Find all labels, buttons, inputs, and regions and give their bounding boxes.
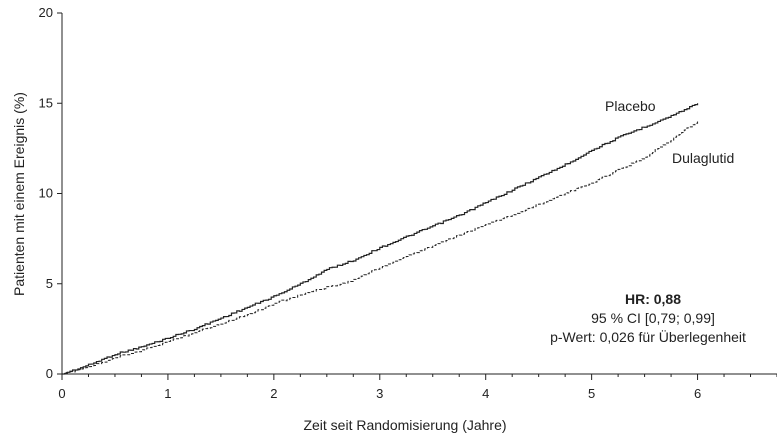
y-tick-label: 15 [39,95,53,110]
series-line-dulaglutid [62,121,699,375]
dulaglutid-series-label: Dulaglutid [672,150,734,166]
series-layer [62,103,699,375]
axes: 0 5 10 15 20 0 1 2 3 4 5 6 [39,5,777,401]
confidence-interval-annotation: 95 % CI [0,79; 0,99] [591,310,715,326]
x-tick-label: 0 [58,386,65,401]
x-tick-label: 5 [588,386,595,401]
y-tick-label: 0 [46,366,53,381]
x-tick-label: 3 [376,386,383,401]
x-tick-label: 2 [270,386,277,401]
hazard-ratio-annotation: HR: 0,88 [625,291,681,307]
y-tick-label: 10 [39,186,53,201]
p-value-annotation: p-Wert: 0,026 für Überlegenheit [550,328,746,345]
y-tick-label: 5 [46,276,53,291]
x-tick-label: 1 [164,386,171,401]
y-tick-label: 20 [39,5,53,20]
y-axis-label: Patienten mit einem Ereignis (%) [11,92,27,296]
x-tick-label: 4 [482,386,489,401]
placebo-series-label: Placebo [605,98,656,114]
x-axis-label: Zeit seit Randomisierung (Jahre) [303,417,506,433]
x-tick-label: 6 [694,386,701,401]
series-line-placebo [62,103,699,375]
